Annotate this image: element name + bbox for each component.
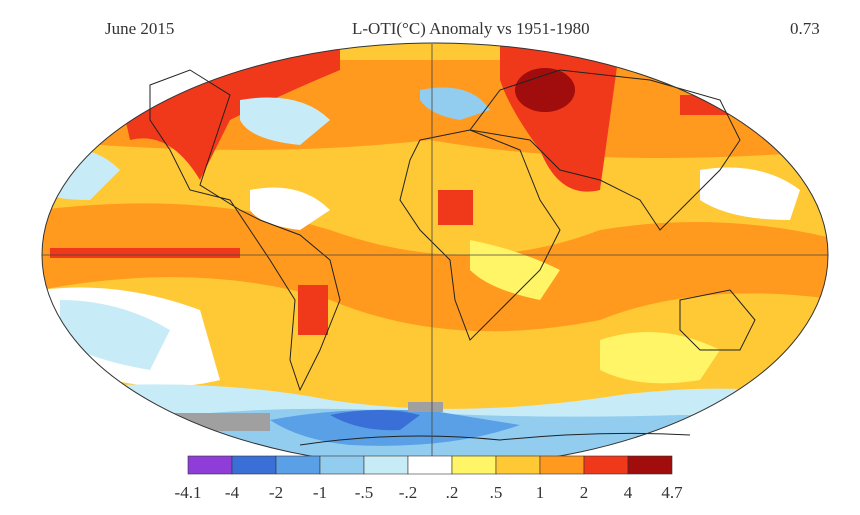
legend-swatch [275, 455, 321, 475]
legend-swatch [495, 455, 541, 475]
legend-swatch [319, 455, 365, 475]
legend-swatch [363, 455, 409, 475]
legend-label: -.5 [355, 483, 373, 502]
legend-swatch [187, 455, 233, 475]
map-title: L-OTI(°C) Anomaly vs 1951-1980 [352, 19, 590, 38]
legend-label: -1 [313, 483, 327, 502]
legend-label: -4.1 [175, 483, 202, 502]
legend-swatch [539, 455, 585, 475]
coastlines [149, 69, 756, 446]
legend-swatch [231, 455, 277, 475]
global-mean: 0.73 [790, 19, 820, 38]
legend-label: .2 [446, 483, 459, 502]
legend-swatch [451, 455, 497, 475]
legend-label: -.2 [399, 483, 417, 502]
legend-swatch [627, 455, 673, 475]
legend-label: -2 [269, 483, 283, 502]
legend-label: 4 [624, 483, 633, 502]
legend-swatch [407, 455, 453, 475]
color-legend: -4.1 -4 -2 -1 -.5 -.2 .2 .5 1 2 4 4.7 [175, 455, 683, 502]
legend-label: 2 [580, 483, 589, 502]
legend-label: 4.7 [661, 483, 683, 502]
graticule [42, 44, 828, 466]
legend-swatch [583, 455, 629, 475]
legend-label: -4 [225, 483, 240, 502]
legend-label: 1 [536, 483, 545, 502]
map-date: June 2015 [105, 19, 174, 38]
legend-label: .5 [490, 483, 503, 502]
